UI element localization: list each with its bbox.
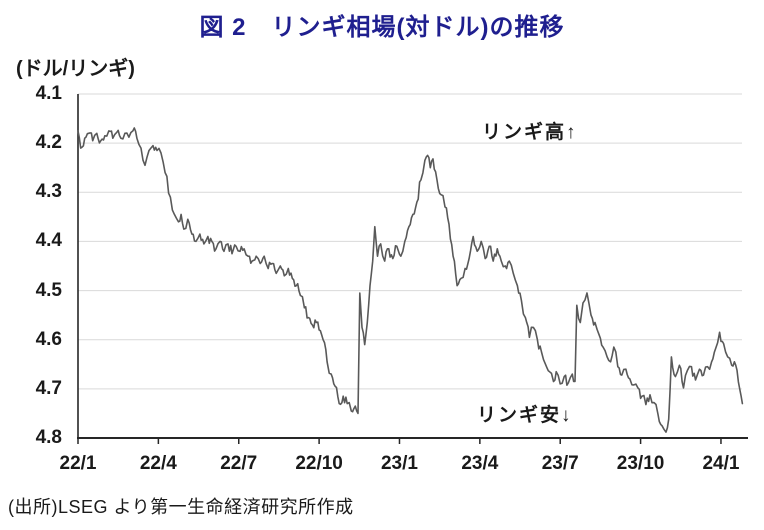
y-tick-label: 4.8 (35, 427, 62, 448)
gridlines (78, 93, 742, 390)
y-tick-label: 4.3 (35, 181, 62, 203)
x-tick-label: 23/7 (541, 453, 579, 474)
y-tick-label: 4.6 (35, 328, 62, 350)
usd-myr-line-series (77, 127, 744, 433)
axes (77, 94, 748, 444)
x-tick-label: 23/1 (380, 453, 418, 474)
annotation-ringgit-high: リンギ高↑ (482, 122, 578, 143)
x-tick-label: 24/1 (702, 453, 740, 474)
y-tick-label: 4.7 (35, 377, 62, 399)
y-axis-unit-label: (ドル/リンギ) (16, 58, 135, 80)
annotation-ringgit-low: リンギ安↓ (477, 405, 573, 426)
x-tick-label: 23/10 (616, 453, 665, 474)
x-tick-label: 22/1 (59, 453, 97, 474)
x-tick-label: 22/4 (139, 453, 177, 474)
y-tick-label: 4.1 (35, 83, 62, 104)
x-tick-label: 22/10 (295, 453, 343, 474)
x-tick-label: 23/4 (461, 453, 499, 474)
x-tick-label: 22/7 (220, 453, 258, 474)
y-tick-label: 4.2 (35, 132, 62, 154)
y-tick-label: 4.4 (35, 230, 62, 252)
y-tick-label: 4.5 (35, 279, 62, 301)
source-note: (出所)LSEG より第一生命経済研究所作成 (8, 497, 354, 517)
chart-title: 図 2 リンギ相場(対ドル)の推移 (199, 14, 565, 41)
